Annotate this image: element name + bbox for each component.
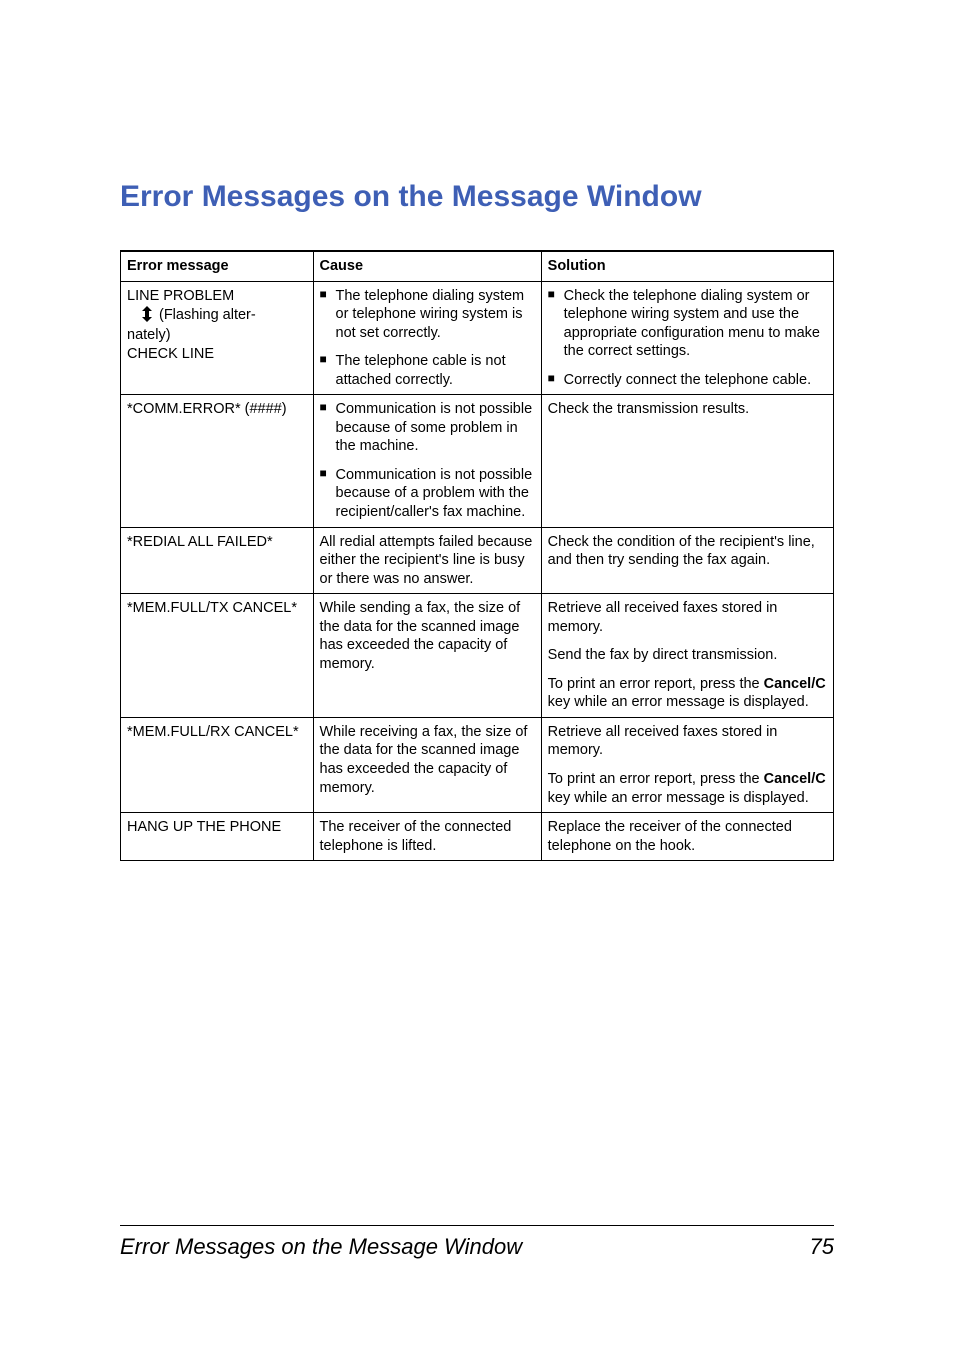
line-problem-label: LINE PROBLEM xyxy=(127,287,307,306)
error-message-cell: *REDIAL ALL FAILED* xyxy=(121,527,314,594)
solution-block: Retrieve all received faxes stored in me… xyxy=(548,723,827,760)
cause-cell: The receiver of the con­nected telephone… xyxy=(313,813,541,861)
cause-cell: The telephone dialing system or telephon… xyxy=(313,281,541,395)
error-messages-table: Error message Cause Solution LINE PROBLE… xyxy=(120,250,834,861)
updown-arrow-icon xyxy=(141,306,153,325)
error-message-cell: *COMM.ERROR* (####) xyxy=(121,395,314,527)
error-message-cell: HANG UP THE PHONE xyxy=(121,813,314,861)
page-number: 75 xyxy=(810,1234,834,1260)
page-footer: Error Messages on the Message Window 75 xyxy=(120,1225,834,1260)
solution-bullet: Correctly connect the tele­phone cable. xyxy=(548,371,827,390)
col-header-error-message: Error message xyxy=(121,251,314,281)
solution-block: Send the fax by direct transmis­sion. xyxy=(548,646,827,665)
solution-bullet: Check the telephone dialing system or te… xyxy=(548,287,827,361)
cause-bullet: Communication is not possible because of… xyxy=(320,400,535,456)
cancel-c-key-label: Cancel/C xyxy=(764,771,826,787)
solution-cell: Check the telephone dialing system or te… xyxy=(541,281,833,395)
cause-cell: All redial attempts failed because eithe… xyxy=(313,527,541,594)
solution-cell: Check the transmission results. xyxy=(541,395,833,527)
solution-text: To print an error report, press the xyxy=(548,676,764,692)
solution-block: To print an error report, press the Canc… xyxy=(548,675,827,712)
cause-cell: Communication is not possible because of… xyxy=(313,395,541,527)
solution-block: To print an error report, press the Canc… xyxy=(548,770,827,807)
solution-cell: Retrieve all received faxes stored in me… xyxy=(541,717,833,812)
error-message-cell: *MEM.FULL/TX CAN­CEL* xyxy=(121,594,314,718)
table-header-row: Error message Cause Solution xyxy=(121,251,834,281)
cause-cell: While sending a fax, the size of the dat… xyxy=(313,594,541,718)
cause-cell: While receiving a fax, the size of the d… xyxy=(313,717,541,812)
cause-bullet: Communication is not possible because of… xyxy=(320,466,535,522)
table-row: HANG UP THE PHONE The receiver of the co… xyxy=(121,813,834,861)
footer-text: Error Messages on the Message Window xyxy=(120,1234,522,1260)
cancel-c-key-label: Cancel/C xyxy=(764,676,826,692)
table-row: *REDIAL ALL FAILED* All redial attempts … xyxy=(121,527,834,594)
page-title: Error Messages on the Message Window xyxy=(120,180,834,214)
table-row: *MEM.FULL/RX CAN­CEL* While receiving a … xyxy=(121,717,834,812)
table-row: *MEM.FULL/TX CAN­CEL* While sending a fa… xyxy=(121,594,834,718)
solution-cell: Replace the receiver of the con­nected t… xyxy=(541,813,833,861)
cause-bullet: The telephone cable is not attached cor­… xyxy=(320,352,535,389)
flashing-note: (Flashing alter- xyxy=(159,306,256,325)
flashing-note-cont: nately) xyxy=(127,326,307,345)
solution-text: key while an error message is displayed. xyxy=(548,790,809,806)
cause-bullet: The telephone dialing system or telephon… xyxy=(320,287,535,343)
solution-text: To print an error report, press the xyxy=(548,771,764,787)
col-header-cause: Cause xyxy=(313,251,541,281)
error-message-cell: *MEM.FULL/RX CAN­CEL* xyxy=(121,717,314,812)
error-message-cell: LINE PROBLEM (Flashing alter- nately) CH… xyxy=(121,281,314,395)
table-row: *COMM.ERROR* (####) Communication is not… xyxy=(121,395,834,527)
col-header-solution: Solution xyxy=(541,251,833,281)
table-row: LINE PROBLEM (Flashing alter- nately) CH… xyxy=(121,281,834,395)
solution-block: Retrieve all received faxes stored in me… xyxy=(548,599,827,636)
check-line-label: CHECK LINE xyxy=(127,345,307,364)
solution-text: key while an error message is displayed. xyxy=(548,694,809,710)
solution-cell: Check the condition of the recipi­ent's … xyxy=(541,527,833,594)
footer-rule xyxy=(120,1225,834,1226)
solution-cell: Retrieve all received faxes stored in me… xyxy=(541,594,833,718)
